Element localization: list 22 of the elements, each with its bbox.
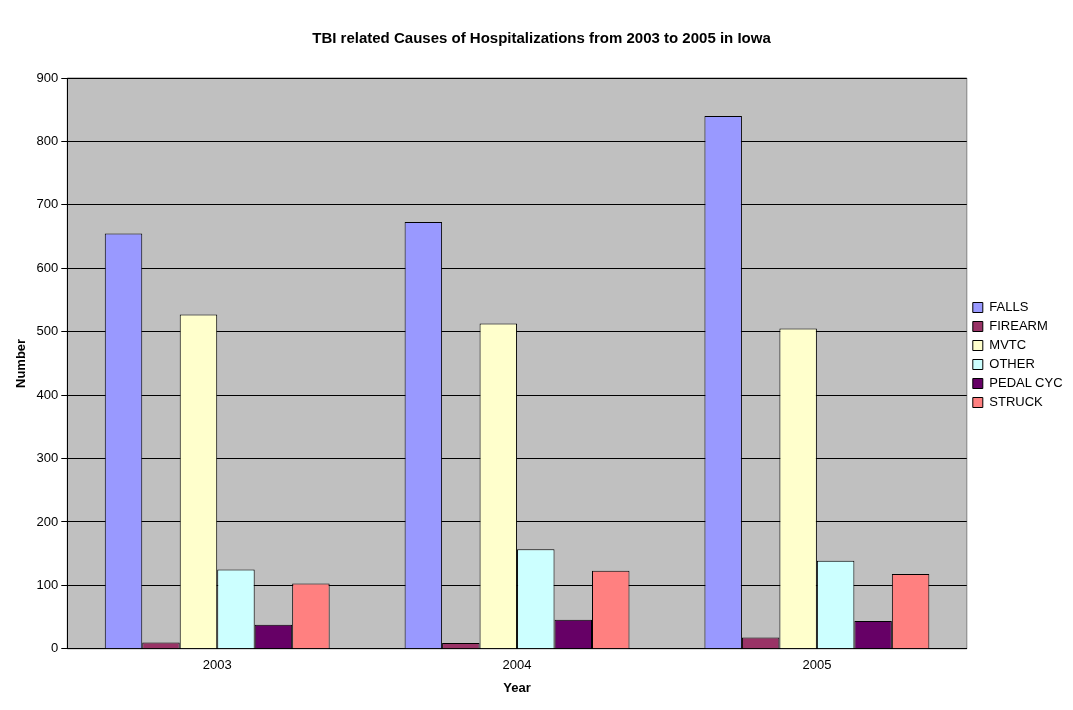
y-tick-label: 700 — [36, 196, 59, 212]
y-tick-label: 300 — [36, 450, 59, 466]
legend-label: STRUCK — [989, 394, 1044, 410]
y-tick-label: 900 — [36, 69, 59, 85]
legend-label: PEDAL CYC — [989, 375, 1063, 391]
y-tick-label: 400 — [36, 386, 59, 402]
y-tick-label: 500 — [36, 323, 59, 339]
x-axis-title: Year — [503, 679, 531, 695]
y-tick-label: 800 — [36, 133, 59, 148]
y-tick-label: 600 — [36, 259, 59, 275]
y-tick-label: 0 — [51, 640, 59, 656]
legend-label: OTHER — [989, 356, 1035, 372]
x-tick-label: 2004 — [502, 657, 532, 673]
chart-title: TBI related Causes of Hospitalizations from 2003 to 2005 in Iowa — [312, 29, 772, 47]
legend-label: FIREARM — [989, 318, 1048, 334]
y-tick-label: 200 — [36, 513, 59, 529]
legend-label: MVTC — [989, 337, 1027, 353]
legend-label: FALLS — [989, 299, 1029, 315]
x-tick-label: 2005 — [802, 657, 832, 673]
y-tick-label: 100 — [36, 576, 59, 592]
x-tick-label: 2003 — [202, 657, 232, 673]
y-axis-title: Number — [13, 338, 29, 388]
